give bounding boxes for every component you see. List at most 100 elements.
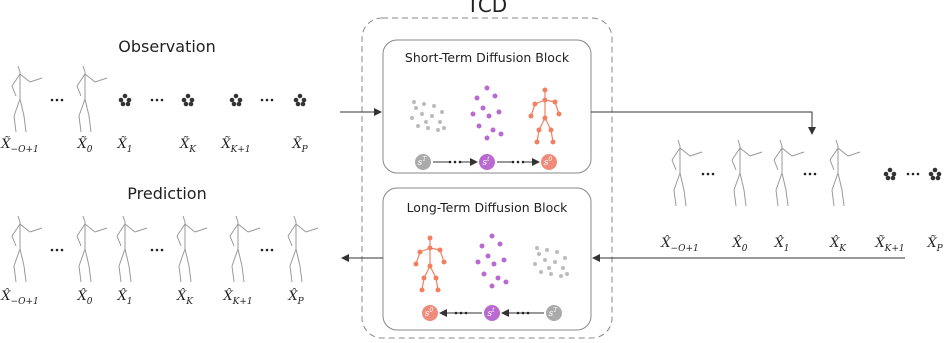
stick-figure [732, 140, 762, 206]
ellipsis-dot [702, 173, 705, 176]
arrow [591, 112, 812, 134]
joint [428, 246, 433, 251]
limb [85, 99, 89, 116]
label-sub: K [188, 145, 197, 155]
ellipsis-dot [449, 161, 452, 164]
limb [125, 224, 135, 232]
label-sub: K+1 [230, 145, 251, 155]
limb [774, 148, 782, 160]
limb [832, 173, 838, 190]
partial-dot [499, 132, 504, 137]
limb [232, 249, 238, 266]
ellipsis-dot [156, 99, 159, 102]
limb [20, 99, 24, 116]
label-sub: 1 [127, 145, 133, 155]
partial-dot [491, 128, 496, 133]
joint-dot [184, 102, 189, 107]
ellipsis-dot [151, 249, 154, 252]
limb [238, 224, 248, 232]
frame-label: X̂−O+1 [0, 288, 38, 307]
ellipsis-dot [61, 99, 64, 102]
ellipsis-dot [707, 173, 710, 176]
limb [179, 266, 181, 282]
frame-label: X̃K+1 [220, 136, 250, 155]
partial-dot [504, 280, 509, 285]
limb [77, 74, 85, 86]
label-sub: P [297, 297, 305, 307]
stick-figure [12, 216, 42, 282]
noise-dot [535, 246, 539, 250]
ellipsis-dot [261, 249, 264, 252]
label-sub: 0 [742, 244, 748, 254]
limb [774, 160, 778, 170]
ellipsis-dot [56, 99, 59, 102]
frame-label: X̂K [829, 235, 847, 254]
limb [830, 160, 834, 170]
ellipsis-dot [512, 161, 515, 164]
limb [20, 74, 30, 82]
limb [77, 86, 81, 96]
joint [551, 140, 556, 145]
limb [242, 266, 244, 282]
joint [428, 236, 433, 241]
joint [428, 264, 433, 269]
noise-dot [412, 100, 416, 104]
limb [732, 148, 740, 160]
limb [248, 228, 260, 232]
joint-dot [931, 176, 936, 181]
joint [414, 262, 419, 267]
label-sub: K+1 [884, 244, 905, 254]
ellipsis-dot [712, 173, 715, 176]
ellipsis-dot [804, 173, 807, 176]
limb [85, 74, 95, 82]
partial-dot [496, 276, 501, 281]
joint-dot [936, 176, 941, 181]
joint [434, 276, 439, 281]
limb [79, 249, 85, 266]
joint-dot [892, 172, 897, 177]
partial-dot [490, 234, 495, 239]
joint-dot [296, 102, 301, 107]
ellipsis-dot [261, 99, 264, 102]
frame-label: X̂0 [732, 235, 748, 254]
partial-dot [485, 86, 490, 91]
limb [30, 228, 42, 232]
limb [89, 116, 91, 132]
label-sub: −O+1 [11, 297, 39, 307]
joint-dot [298, 94, 303, 99]
limb [674, 190, 676, 206]
joint [537, 128, 542, 133]
limb [185, 224, 195, 232]
joint-dot [126, 102, 131, 107]
joint [533, 102, 538, 107]
limb [848, 152, 860, 156]
noise-dot [410, 116, 414, 120]
tcd-title: TCD [466, 0, 507, 17]
ellipsis-dot [522, 312, 525, 315]
limb [125, 249, 129, 266]
label-sub: K+1 [232, 297, 253, 307]
joint [543, 98, 548, 103]
limb [12, 86, 16, 96]
frame-label: X̃P [926, 235, 943, 254]
noise-dot [555, 250, 559, 254]
frame-label: X̂P [287, 288, 304, 307]
noise-dot [440, 110, 444, 114]
label-sub: 1 [127, 297, 133, 307]
limb [684, 190, 686, 206]
ellipsis-dot [161, 99, 164, 102]
noise-dot [553, 260, 557, 264]
stick-figure [288, 216, 318, 282]
limb [18, 216, 20, 222]
limb [680, 173, 684, 190]
noise-dot [559, 274, 563, 278]
ellipsis-dot [460, 312, 463, 315]
limb [12, 74, 20, 86]
ellipsis-dot [61, 249, 64, 252]
partial-dot [493, 94, 498, 99]
limb [842, 190, 844, 206]
limb [20, 249, 24, 266]
joint-dot [190, 98, 195, 103]
prediction-title: Prediction [127, 184, 206, 203]
ellipsis-dot [917, 173, 920, 176]
